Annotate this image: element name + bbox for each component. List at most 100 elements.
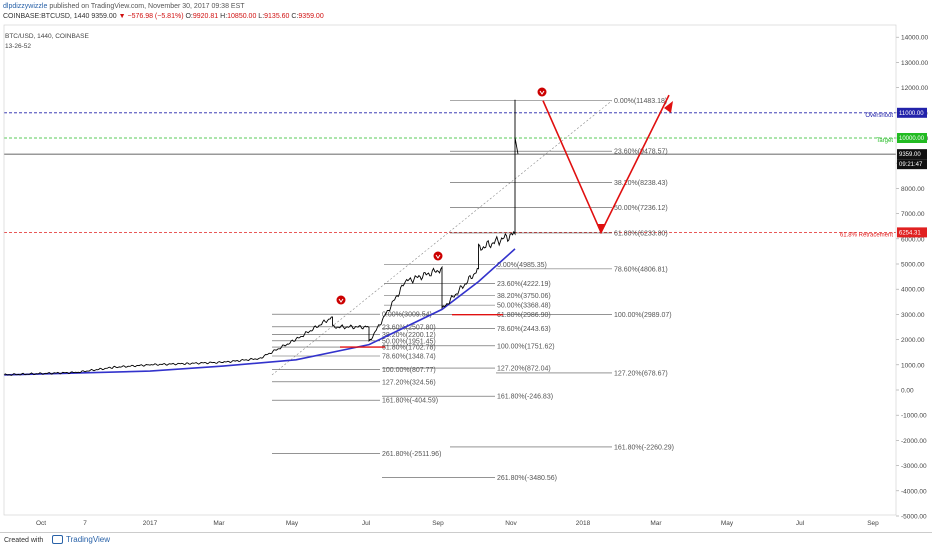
author-link[interactable]: dlpdizzywizzle <box>3 3 48 10</box>
fib-level-label: 78.60%(4806.81) <box>614 266 668 273</box>
last-price: 9359.00 <box>91 13 117 20</box>
y-tick-label: 13000.00 <box>901 60 928 67</box>
price-series-line <box>3 99 519 376</box>
x-tick-label: Nov <box>505 520 517 527</box>
legend-sub: 13-26-52 <box>5 43 31 50</box>
fib-level-label: 127.20%(872.04) <box>497 366 551 373</box>
top-marker-icon <box>433 251 443 261</box>
down-chevron-icon <box>435 254 441 259</box>
x-tick-label: Mar <box>213 520 225 527</box>
down-chevron-icon <box>338 298 344 303</box>
open-value: 9920.81 <box>192 13 219 20</box>
top-marker-icon <box>537 87 547 97</box>
x-tick-label: Sep <box>432 520 444 527</box>
fib-level-label: 0.00%(4985.35) <box>497 262 547 269</box>
fib-level-label: 61.80%(2986.90) <box>497 312 551 319</box>
tradingview-logo-icon <box>52 535 63 545</box>
price-change: −576.98 (−5.81%) <box>127 13 184 20</box>
fib-level-label: 61.80%(1702.78) <box>382 345 436 352</box>
fib-level-label: 23.60%(4222.19) <box>497 281 551 288</box>
publish-line: dlpdizzywizzle published on TradingView.… <box>3 3 245 10</box>
chart-header: dlpdizzywizzle published on TradingView.… <box>0 0 932 28</box>
x-tick-label: Mar <box>650 520 662 527</box>
open-label: O: <box>185 13 193 20</box>
y-tick-label: 1000.00 <box>901 362 925 369</box>
y-tick-label: 0.00 <box>901 388 914 395</box>
y-tick-label: 6000.00 <box>901 236 925 243</box>
fib-level-label: 78.60%(1348.74) <box>382 354 436 361</box>
fib-level-label: 161.80%(-404.59) <box>382 398 438 405</box>
price-tag <box>897 149 927 160</box>
x-tick-label: 2017 <box>143 520 158 527</box>
fib-level-label: 38.20%(2200.12) <box>382 332 436 339</box>
price-tag <box>897 133 927 143</box>
symbol-label: COINBASE:BTCUSD, 1440 <box>3 13 90 20</box>
close-value: 9359.00 <box>298 13 324 20</box>
low-label: L: <box>258 13 265 20</box>
fib-level-label: 0.00%(3009.54) <box>382 312 432 319</box>
down-chevron-icon <box>539 90 545 95</box>
fib-level-label: 50.00%(3368.48) <box>497 303 551 310</box>
low-value: 9135.60 <box>264 13 290 20</box>
fib-level-label: 38.20%(3750.06) <box>497 293 551 300</box>
projection-arrowhead-down <box>597 224 606 234</box>
trend-guide-line <box>271 100 613 376</box>
fib-level-label: 161.80%(-246.83) <box>497 394 553 401</box>
y-tick-label: 8000.00 <box>901 186 925 193</box>
y-tick-label: -2000.00 <box>901 438 927 445</box>
y-tick-label: 12000.00 <box>901 85 928 92</box>
close-label: C: <box>291 13 299 20</box>
y-tick-label: 2000.00 <box>901 337 925 344</box>
fib-level-label: 100.00%(2989.07) <box>614 312 672 319</box>
y-tick-label: 4000.00 <box>901 287 925 294</box>
y-tick-label: 14000.00 <box>901 35 928 42</box>
ohlc-line: COINBASE:BTCUSD, 1440 9359.00 ▼ −576.98 … <box>3 13 324 20</box>
fib-level-label: 127.20%(324.56) <box>382 379 436 386</box>
fib-level-label: 50.00%(1951.45) <box>382 338 436 345</box>
time-tag-label: 09:21:47 <box>899 162 923 168</box>
y-tick-label: -5000.00 <box>901 514 927 521</box>
fib-level-label: 61.80%(6233.80) <box>614 230 668 237</box>
x-tick-label: Jul <box>796 520 805 527</box>
level-label: Target <box>876 138 893 144</box>
x-tick-label: May <box>721 520 734 527</box>
x-tick-label: Jul <box>362 520 371 527</box>
projection-arrowhead-up <box>664 101 673 113</box>
fib-level-label: 100.00%(807.77) <box>382 367 436 374</box>
high-value: 10850.00 <box>227 13 257 20</box>
footer: Created with TradingView <box>0 532 932 551</box>
price-chart[interactable]: BTC/USD, 1440, COINBASE 13-26-52 Oversho… <box>0 0 932 532</box>
price-tag <box>897 227 927 238</box>
y-tick-label: 3000.00 <box>901 312 925 319</box>
price-tag-label: 9359.00 <box>899 152 921 158</box>
x-tick-label: Oct <box>36 520 46 527</box>
tradingview-link[interactable]: TradingView <box>52 535 111 545</box>
moving-average-line <box>3 248 516 376</box>
price-tag-label: 11000.00 <box>899 111 924 117</box>
x-tick-label: 2018 <box>576 520 591 527</box>
x-tick-label: May <box>286 520 299 527</box>
fib-level-label: 38.20%(8238.43) <box>614 180 668 187</box>
price-tag-label: 6254.31 <box>899 230 921 236</box>
price-tag-label: 10000.00 <box>899 136 925 142</box>
created-with-text: Created with <box>4 537 44 544</box>
level-label: Overshoot <box>865 113 893 119</box>
y-tick-label: 7000.00 <box>901 211 925 218</box>
fib-level-label: 23.60%(2507.80) <box>382 324 436 331</box>
fib-level-label: 261.80%(-3480.56) <box>497 475 557 482</box>
fib-level-label: 127.20%(678.67) <box>614 370 668 377</box>
published-text: published on TradingView.com, November 3… <box>49 3 245 10</box>
fib-level-label: 161.80%(-2260.29) <box>614 444 674 451</box>
level-label: 61.8% Retracement <box>840 232 893 238</box>
high-label: H: <box>220 13 228 20</box>
fib-level-label: 78.60%(2443.63) <box>497 326 551 333</box>
x-tick-label: 7 <box>83 520 87 527</box>
tradingview-brand: TradingView <box>66 535 111 544</box>
y-tick-label: 5000.00 <box>901 262 925 269</box>
legend-title: BTC/USD, 1440, COINBASE <box>5 33 89 40</box>
y-tick-label: -3000.00 <box>901 463 927 470</box>
plot-frame <box>3 24 897 516</box>
fib-level-label: 100.00%(1751.62) <box>497 343 555 350</box>
y-tick-label: -1000.00 <box>901 413 927 420</box>
fib-level-label: 261.80%(-2511.96) <box>382 451 441 458</box>
